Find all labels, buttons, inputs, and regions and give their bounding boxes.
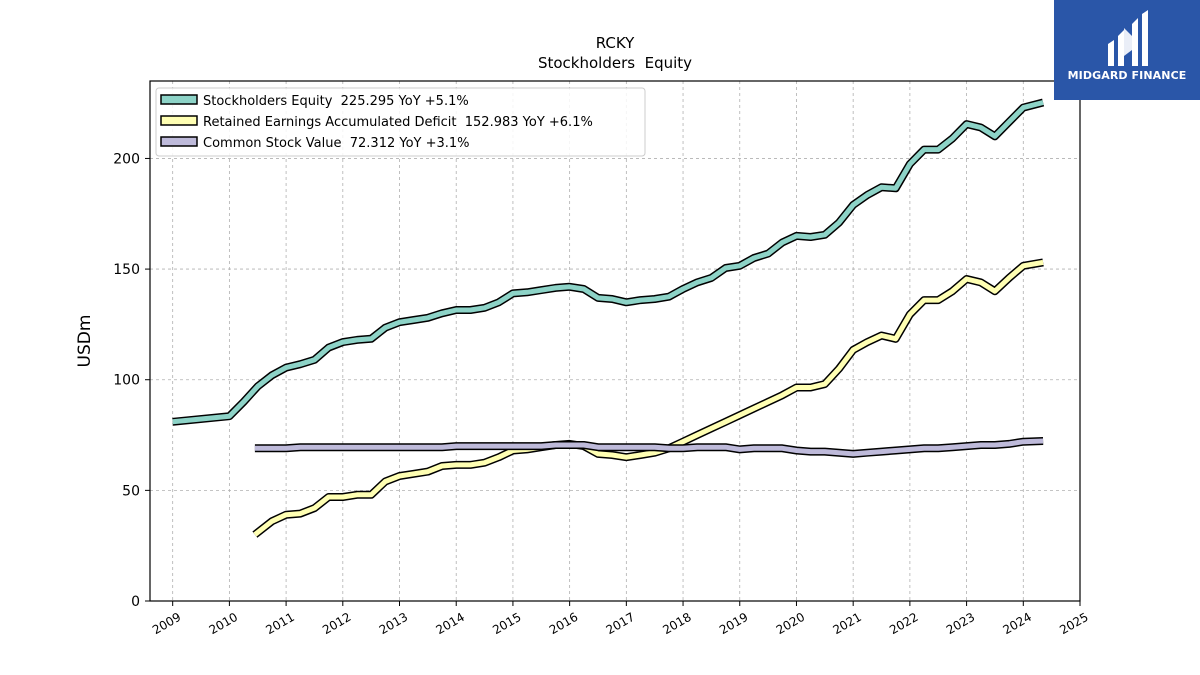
x-tick-label: 2010 bbox=[207, 610, 240, 637]
x-tick-label: 2023 bbox=[944, 610, 977, 637]
brand-name: MIDGARD FINANCE bbox=[1067, 69, 1187, 82]
legend-label: Common Stock Value 72.312 YoY +3.1% bbox=[203, 136, 470, 151]
y-axis: 0 50 100 150 200 bbox=[113, 151, 150, 610]
grid-lines bbox=[150, 81, 1081, 602]
legend-label: Stockholders Equity 225.295 YoY +5.1% bbox=[203, 94, 469, 109]
x-tick-label: 2016 bbox=[547, 610, 580, 637]
x-tick-label: 2020 bbox=[774, 610, 807, 637]
series-line-3 bbox=[254, 437, 1044, 458]
chart-title: RCKY bbox=[596, 34, 635, 52]
y-tick-label: 200 bbox=[113, 151, 140, 167]
series-stroke bbox=[253, 259, 1044, 537]
legend-label: Retained Earnings Accumulated Deficit 15… bbox=[203, 115, 593, 130]
y-tick-label: 100 bbox=[113, 373, 140, 389]
y-axis-label: USDm bbox=[75, 315, 95, 368]
y-tick-label: 0 bbox=[131, 594, 140, 610]
series-line-2 bbox=[252, 258, 1044, 538]
x-tick-label: 2022 bbox=[887, 610, 920, 637]
x-tick-label: 2014 bbox=[433, 610, 466, 637]
x-tick-label: 2019 bbox=[717, 610, 750, 637]
legend-swatch bbox=[160, 136, 198, 147]
series-line-1 bbox=[172, 98, 1045, 426]
y-tick-label: 50 bbox=[122, 483, 140, 499]
x-axis: 2009 2010 2011 2012 2013 2014 2015 2016 2017 2018… bbox=[150, 601, 1091, 637]
series-stroke bbox=[254, 438, 1044, 457]
legend-swatch bbox=[160, 94, 198, 105]
y-tick-label: 150 bbox=[113, 262, 140, 278]
x-tick-label: 2015 bbox=[490, 610, 523, 637]
x-tick-label: 2018 bbox=[660, 610, 693, 637]
chart-subtitle: Stockholders Equity bbox=[538, 54, 692, 72]
legend-box bbox=[155, 87, 646, 157]
x-tick-label: 2013 bbox=[377, 610, 410, 637]
x-tick-label: 2017 bbox=[604, 610, 637, 637]
plot-frame bbox=[149, 80, 1081, 602]
x-tick-label: 2012 bbox=[320, 610, 353, 637]
x-tick-label: 2009 bbox=[150, 610, 183, 637]
x-tick-label: 2024 bbox=[1001, 610, 1034, 637]
series-stroke bbox=[172, 100, 1044, 425]
legend: Stockholders Equity 225.295 YoY +5.1% Ret… bbox=[155, 87, 646, 157]
midgard-logo-icon bbox=[1108, 10, 1148, 66]
x-tick-label: 2021 bbox=[830, 610, 863, 637]
legend-swatch bbox=[160, 115, 198, 126]
series-layer bbox=[172, 98, 1045, 538]
x-tick-label: 2025 bbox=[1057, 610, 1090, 637]
x-tick-label: 2011 bbox=[263, 610, 296, 637]
brand-logo: MIDGARD FINANCE bbox=[1054, 0, 1200, 100]
